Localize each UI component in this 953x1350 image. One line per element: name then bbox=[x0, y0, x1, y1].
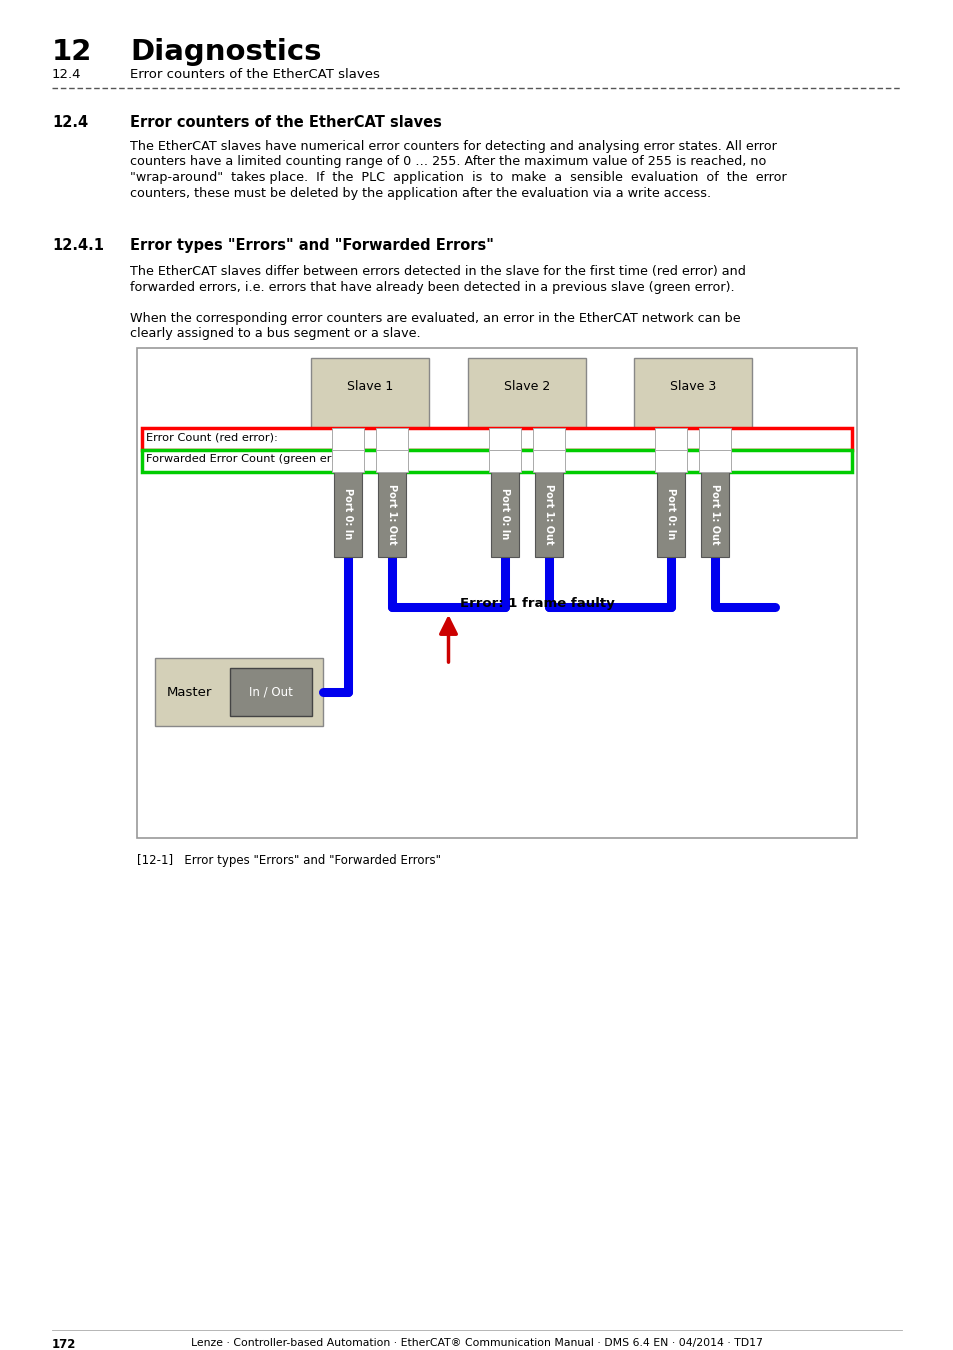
Text: counters, these must be deleted by the application after the evaluation via a wr: counters, these must be deleted by the a… bbox=[130, 186, 710, 200]
Bar bbox=[634, 358, 751, 428]
Text: Error: 1 frame faulty: Error: 1 frame faulty bbox=[460, 597, 615, 610]
Text: 1: 1 bbox=[544, 432, 553, 446]
Text: 1: 1 bbox=[710, 455, 719, 467]
Text: Error Count (red error):: Error Count (red error): bbox=[146, 432, 277, 441]
Text: The EtherCAT slaves have numerical error counters for detecting and analysing er: The EtherCAT slaves have numerical error… bbox=[130, 140, 776, 153]
Bar bbox=[699, 450, 730, 472]
Bar bbox=[311, 358, 429, 428]
Text: 1: 1 bbox=[544, 455, 553, 467]
Bar bbox=[533, 450, 564, 472]
Text: 172: 172 bbox=[52, 1338, 76, 1350]
Text: Port 1: Out: Port 1: Out bbox=[709, 483, 720, 544]
Text: 1: 1 bbox=[500, 432, 509, 446]
Bar bbox=[377, 472, 406, 558]
Text: Lenze · Controller-based Automation · EtherCAT® Communication Manual · DMS 6.4 E: Lenze · Controller-based Automation · Et… bbox=[191, 1338, 762, 1349]
Text: 1: 1 bbox=[666, 432, 675, 446]
Text: clearly assigned to a bus segment or a slave.: clearly assigned to a bus segment or a s… bbox=[130, 328, 420, 340]
Text: [12-1]   Error types "Errors" and "Forwarded Errors": [12-1] Error types "Errors" and "Forward… bbox=[137, 855, 440, 867]
Bar bbox=[375, 428, 408, 450]
Text: "wrap-around"  takes place.  If  the  PLC  application  is  to  make  a  sensibl: "wrap-around" takes place. If the PLC ap… bbox=[130, 171, 786, 184]
Text: Diagnostics: Diagnostics bbox=[130, 38, 321, 66]
Bar bbox=[700, 472, 728, 558]
Bar bbox=[655, 428, 686, 450]
Bar bbox=[491, 472, 518, 558]
Text: The EtherCAT slaves differ between errors detected in the slave for the first ti: The EtherCAT slaves differ between error… bbox=[130, 265, 745, 278]
Bar bbox=[142, 450, 851, 472]
Bar bbox=[142, 428, 851, 450]
Text: Forwarded Error Count (green error):: Forwarded Error Count (green error): bbox=[146, 454, 355, 464]
Text: 1: 1 bbox=[666, 455, 674, 467]
Text: 12: 12 bbox=[52, 38, 92, 66]
Bar bbox=[655, 450, 686, 472]
Text: Port 0: In: Port 0: In bbox=[665, 489, 676, 540]
Text: counters have a limited counting range of 0 … 255. After the maximum value of 25: counters have a limited counting range o… bbox=[130, 155, 765, 169]
Bar bbox=[699, 428, 730, 450]
Bar bbox=[657, 472, 684, 558]
Text: 0: 0 bbox=[344, 432, 352, 446]
Text: 1: 1 bbox=[710, 432, 719, 446]
Text: Port 1: Out: Port 1: Out bbox=[387, 483, 396, 544]
Text: 12.4.1: 12.4.1 bbox=[52, 238, 104, 252]
Text: 12.4: 12.4 bbox=[52, 68, 81, 81]
Text: Port 1: Out: Port 1: Out bbox=[543, 483, 554, 544]
Bar bbox=[334, 472, 361, 558]
Bar bbox=[489, 428, 520, 450]
Bar bbox=[375, 450, 408, 472]
Bar bbox=[533, 428, 564, 450]
Text: 0: 0 bbox=[388, 432, 395, 446]
Text: Port 0: In: Port 0: In bbox=[343, 489, 353, 540]
Bar bbox=[230, 668, 312, 716]
Text: 0: 0 bbox=[388, 455, 395, 467]
Text: Error counters of the EtherCAT slaves: Error counters of the EtherCAT slaves bbox=[130, 115, 441, 130]
Bar bbox=[332, 450, 364, 472]
Bar bbox=[468, 358, 585, 428]
Text: forwarded errors, i.e. errors that have already been detected in a previous slav: forwarded errors, i.e. errors that have … bbox=[130, 281, 734, 293]
Text: 12.4: 12.4 bbox=[52, 115, 88, 130]
Bar bbox=[137, 348, 856, 838]
Text: Master: Master bbox=[167, 686, 213, 698]
Text: Port 0: In: Port 0: In bbox=[499, 489, 510, 540]
Text: Slave 2: Slave 2 bbox=[503, 381, 550, 393]
Text: In / Out: In / Out bbox=[249, 686, 293, 698]
Text: 0: 0 bbox=[500, 455, 509, 467]
Text: Slave 1: Slave 1 bbox=[347, 381, 393, 393]
Text: When the corresponding error counters are evaluated, an error in the EtherCAT ne: When the corresponding error counters ar… bbox=[130, 312, 740, 325]
Text: Error types "Errors" and "Forwarded Errors": Error types "Errors" and "Forwarded Erro… bbox=[130, 238, 494, 252]
Text: Error counters of the EtherCAT slaves: Error counters of the EtherCAT slaves bbox=[130, 68, 379, 81]
Bar bbox=[154, 657, 323, 726]
Text: Slave 3: Slave 3 bbox=[669, 381, 716, 393]
Text: 0: 0 bbox=[344, 455, 352, 467]
Bar bbox=[489, 450, 520, 472]
Bar bbox=[535, 472, 562, 558]
Bar bbox=[332, 428, 364, 450]
